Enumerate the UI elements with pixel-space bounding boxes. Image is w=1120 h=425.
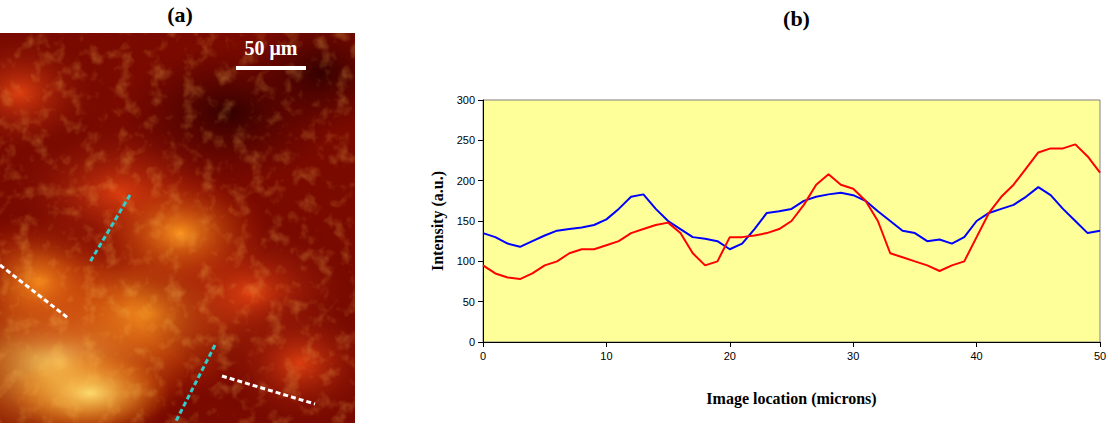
svg-text:200: 200 (457, 175, 475, 187)
svg-text:150: 150 (457, 215, 475, 227)
svg-text:250: 250 (457, 134, 475, 146)
svg-text:300: 300 (457, 94, 475, 106)
svg-text:10: 10 (600, 350, 612, 362)
svg-text:0: 0 (469, 336, 475, 348)
svg-text:40: 40 (970, 350, 982, 362)
svg-text:100: 100 (457, 255, 475, 267)
svg-text:50: 50 (1094, 350, 1106, 362)
svg-text:50: 50 (463, 296, 475, 308)
svg-text:30: 30 (847, 350, 859, 362)
svg-text:Intensity (a.u.): Intensity (a.u.) (429, 171, 447, 271)
svg-text:Image location (microns): Image location (microns) (706, 390, 876, 408)
html-text:(a): (a) (167, 2, 193, 27)
svg-text:(b): (b) (783, 6, 810, 31)
svg-text:50 μm: 50 μm (245, 37, 298, 60)
svg-text:0: 0 (480, 350, 486, 362)
svg-text:20: 20 (724, 350, 736, 362)
